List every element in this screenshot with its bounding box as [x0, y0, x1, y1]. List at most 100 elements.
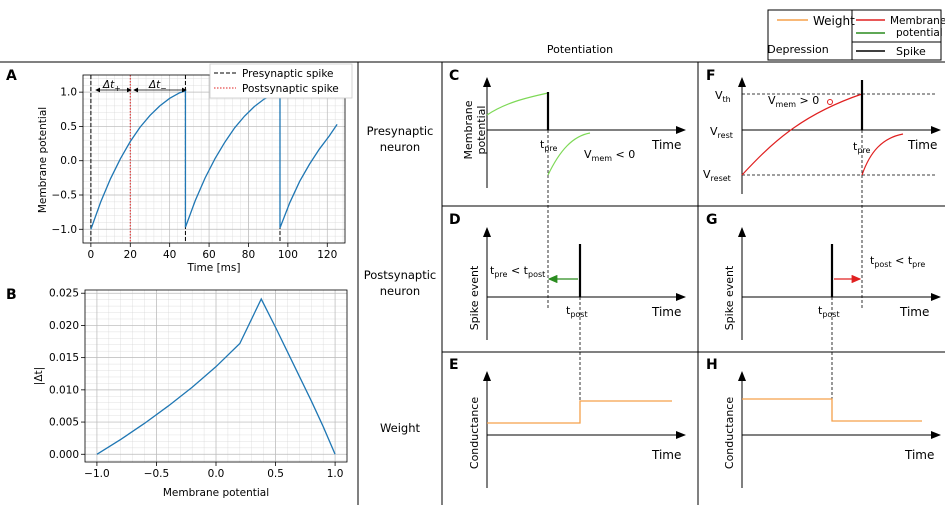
row-label-presynaptic-neuron: neuron: [380, 140, 420, 154]
x-tick-label: 60: [202, 249, 215, 261]
panel-f-vreset: Vreset: [703, 168, 731, 183]
panel-g-ylabel: Spike event: [723, 265, 736, 330]
panel-e: Conductance Time: [468, 371, 686, 488]
panel-f-vth: Vth: [715, 89, 731, 104]
x-tick-label: 0: [88, 249, 95, 261]
panel-a-ticks: 0 20 40 60 80 100 120 −1.0 −0.5 0.0 0.5 1.0: [52, 87, 338, 261]
panel-letter-f: F: [706, 68, 716, 84]
panel-h-time: Time: [904, 448, 934, 462]
panel-f-marker: [827, 99, 833, 105]
panel-b-series: [96, 297, 336, 455]
x-tick-label: 120: [317, 249, 337, 261]
panel-b-ylabel: |Δt|: [33, 367, 45, 385]
x-tick-label: 0.0: [208, 468, 225, 480]
panel-a-ylabel: Membrane potential: [37, 107, 49, 213]
legend-weight-label: Weight: [813, 14, 855, 28]
x-tick-label: 40: [163, 249, 176, 261]
y-tick-label: 0.025: [49, 288, 79, 300]
column-header-potentiation: Potentiation: [547, 43, 613, 56]
y-tick-label: 1.0: [60, 87, 77, 99]
row-labels: Presynaptic neuron Postsynaptic neuron W…: [364, 124, 437, 435]
panel-c-tpre: tpre: [540, 138, 558, 153]
panel-b-xlabel: Membrane potential: [163, 487, 269, 499]
panel-a-legend: [209, 63, 353, 99]
column-header-depression: Depression: [767, 43, 829, 56]
x-tick-label: 1.0: [327, 468, 344, 480]
series-line: [90, 89, 338, 230]
series-line: [96, 297, 336, 455]
panel-f-time: Time: [907, 138, 937, 152]
y-tick-label: 0.5: [60, 121, 77, 133]
panel-letter-c: C: [449, 68, 459, 84]
x-tick-label: −1.0: [84, 468, 110, 480]
x-tick-label: 20: [124, 249, 137, 261]
panel-a-chart: 0 20 40 60 80 100 120 −1.0 −0.5 0.0 0.5 1.0 Δt+ Δt−…: [37, 63, 353, 274]
panel-letter-d: D: [449, 212, 461, 228]
x-tick-label: 0.5: [267, 468, 284, 480]
y-tick-label: 0.0: [60, 155, 77, 167]
panel-a-series: [90, 89, 338, 230]
y-tick-label: −1.0: [52, 224, 78, 236]
table-grid: [0, 61, 945, 505]
legend-post-label: Postsynaptic spike: [242, 83, 339, 95]
panel-g-rule: tpost < tpre: [870, 254, 925, 269]
row-label-weight: Weight: [380, 421, 421, 435]
panel-g-time: Time: [899, 305, 929, 319]
legend-pre-label: Presynaptic spike: [242, 68, 334, 80]
panel-h-ylabel: Conductance: [723, 397, 736, 469]
panel-e-ylabel: Conductance: [468, 397, 481, 469]
row-label-postsynaptic: Postsynaptic: [364, 268, 437, 282]
dt-plus-label: Δt+: [102, 79, 121, 93]
panel-letter-h: H: [706, 357, 718, 373]
panel-b-chart: −1.0 −0.5 0.0 0.5 1.0 0.000 0.005 0.010 0.015 0.0…: [33, 288, 348, 499]
y-tick-label: 0.020: [49, 320, 79, 332]
panel-letter-b: B: [6, 287, 17, 303]
panel-f: Vth Vrest Vreset Vmem > 0 tpre Time: [703, 77, 941, 310]
panel-f-membrane-recovery: [861, 133, 904, 176]
panel-f-vrest: Vrest: [710, 125, 733, 140]
panel-e-time: Time: [651, 448, 681, 462]
panel-letter-e: E: [449, 357, 459, 373]
panel-d-time: Time: [651, 305, 681, 319]
panel-d-rule: tpre < tpost: [490, 264, 545, 279]
panel-d: Spike event tpre < tpost tpost Time: [468, 227, 686, 400]
panel-b-frame: [84, 289, 348, 463]
panel-c-membrane-rise: [486, 92, 549, 116]
panel-c-membrane-recovery: [547, 132, 591, 176]
y-tick-label: 0.010: [49, 384, 79, 396]
dt-minus-label: Δt−: [148, 79, 167, 93]
panel-letter-a: A: [6, 68, 17, 84]
panel-f-vmem: Vmem > 0: [768, 94, 819, 109]
panel-c: Membrane potential tpre Vmem < 0 Time: [462, 77, 686, 310]
legend-spike-label: Spike: [896, 45, 926, 58]
x-tick-label: −0.5: [144, 468, 170, 480]
panel-e-weight: [487, 400, 672, 424]
y-tick-label: 0.015: [49, 352, 79, 364]
panel-g: Spike event tpost < tpre tpost Time: [723, 227, 941, 400]
y-tick-label: −0.5: [52, 190, 78, 202]
panel-h-weight: [742, 398, 922, 422]
panel-letters: A B C D E F G H: [6, 68, 718, 373]
row-label-presynaptic: Presynaptic: [367, 124, 434, 138]
panel-h: Conductance Time: [723, 371, 941, 488]
x-tick-label: 80: [242, 249, 255, 261]
panel-a-grid: [82, 75, 345, 244]
panel-a-xlabel: Time [ms]: [187, 262, 241, 274]
panel-c-vmem: Vmem < 0: [584, 148, 635, 163]
panel-d-tpost: tpost: [566, 304, 588, 319]
panel-b-grid: [84, 290, 347, 462]
panel-g-tpost: tpost: [818, 304, 840, 319]
legend-potential-label: potential: [896, 27, 943, 39]
panel-letter-g: G: [706, 212, 718, 228]
panel-c-ylabel-line2: potential: [475, 106, 488, 155]
panel-c-time: Time: [651, 138, 681, 152]
x-tick-label: 100: [278, 249, 298, 261]
panel-d-ylabel: Spike event: [468, 265, 481, 330]
row-label-postsynaptic-neuron: neuron: [380, 284, 420, 298]
panel-b-ticks: −1.0 −0.5 0.0 0.5 1.0 0.000 0.005 0.010 0.015 0.0…: [49, 288, 344, 480]
legend-membrane-label: Membrane: [890, 15, 945, 27]
y-tick-label: 0.000: [49, 449, 79, 461]
panel-c-ylabel-line1: Membrane: [462, 100, 475, 159]
legend-box: Weight Membrane potential Spike: [767, 9, 945, 61]
